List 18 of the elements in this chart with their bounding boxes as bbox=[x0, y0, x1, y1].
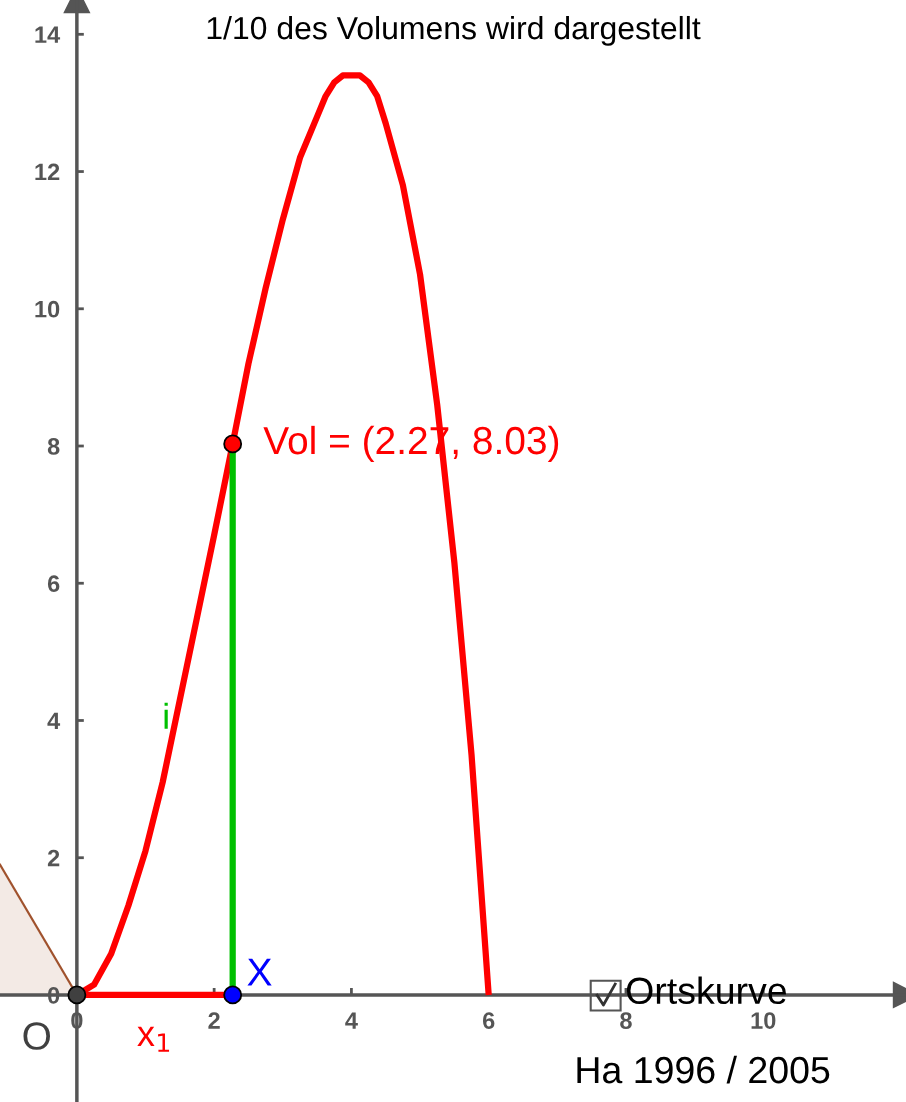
series-label: x$_{1}$ bbox=[137, 1026, 170, 1052]
x-tick-label: 8 bbox=[620, 1012, 632, 1029]
series-label: i bbox=[164, 702, 168, 729]
x-tick-label: 2 bbox=[208, 1012, 220, 1029]
y-tick-label: 8 bbox=[47, 438, 60, 455]
series-label: X bbox=[247, 958, 272, 986]
y-tick-label: 2 bbox=[47, 849, 60, 867]
y-tick-label: 4 bbox=[47, 712, 61, 730]
y-tick-label: 14 bbox=[35, 26, 61, 43]
x-tick-label: 10 bbox=[751, 1012, 776, 1029]
y-tick-label: 12 bbox=[35, 163, 60, 181]
annotation: Ha 1996 / 2005 bbox=[577, 1055, 830, 1084]
y-tick-label: 10 bbox=[35, 300, 60, 318]
chart-title: 1/10 des Volumens wird dargestellt bbox=[207, 15, 701, 46]
series-label: O bbox=[23, 1022, 51, 1050]
x-tick-label: 4 bbox=[345, 1012, 358, 1029]
x-tick-label: 6 bbox=[482, 1012, 495, 1029]
y-tick-label: 6 bbox=[47, 575, 60, 593]
